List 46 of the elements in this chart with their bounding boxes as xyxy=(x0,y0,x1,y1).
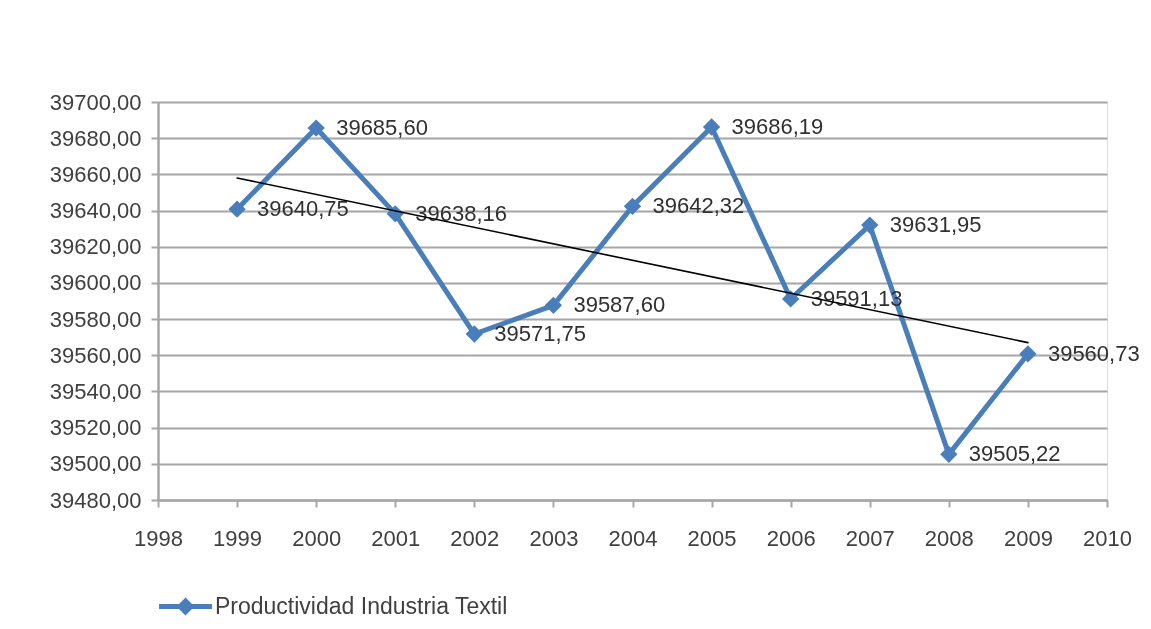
point xyxy=(465,325,483,343)
y-tick-label: 39540,00 xyxy=(49,378,142,404)
data-label: 39685,60 xyxy=(336,115,428,141)
data-label: 39631,95 xyxy=(889,212,982,238)
data-label: 39640,75 xyxy=(257,196,349,222)
x-tick-label: 2010 xyxy=(1083,525,1132,551)
data-label: 39638,16 xyxy=(415,200,508,226)
x-tick-label: 2003 xyxy=(529,525,579,551)
x-tick-label: 2001 xyxy=(371,525,421,551)
y-tick-label: 39580,00 xyxy=(49,306,142,332)
x-tick-label: 1999 xyxy=(213,525,263,551)
point xyxy=(861,216,879,234)
y-tick-label: 39500,00 xyxy=(49,451,142,477)
data-label: 39571,75 xyxy=(494,321,587,347)
y-tick-label: 39700,00 xyxy=(49,89,142,115)
y-tick-label: 39560,00 xyxy=(49,342,142,368)
y-tick-label: 39480,00 xyxy=(49,487,142,513)
y-tick-label: 39640,00 xyxy=(49,198,142,224)
point xyxy=(307,119,325,137)
point xyxy=(782,290,800,308)
x-tick-label: 2009 xyxy=(1003,525,1053,551)
data-label: 39505,22 xyxy=(968,441,1061,467)
data-label: 39587,60 xyxy=(573,292,666,318)
data-label: 39686,19 xyxy=(731,113,824,139)
y-tick-label: 39660,00 xyxy=(49,161,142,187)
y-tick-label: 39520,00 xyxy=(49,415,142,441)
point xyxy=(623,197,642,216)
point xyxy=(544,296,563,314)
x-tick-label: 2007 xyxy=(845,525,895,551)
x-tick-label: 1998 xyxy=(134,525,183,551)
data-label: 39560,73 xyxy=(1047,340,1140,366)
x-tick-label: 2000 xyxy=(292,525,342,551)
point xyxy=(940,445,958,464)
point xyxy=(1019,345,1037,363)
legend-label: Productividad Industria Textil xyxy=(215,592,508,619)
x-tick-label: 2006 xyxy=(766,525,816,551)
data-label: 39642,32 xyxy=(652,193,745,219)
point xyxy=(702,118,721,136)
y-tick-label: 39620,00 xyxy=(49,234,142,260)
y-tick-label: 39680,00 xyxy=(49,125,142,151)
y-tick-label: 39600,00 xyxy=(49,270,142,296)
x-tick-label: 2008 xyxy=(924,525,974,551)
point xyxy=(228,200,246,218)
x-tick-label: 2004 xyxy=(608,525,658,551)
x-tick-label: 2005 xyxy=(687,525,737,551)
x-tick-label: 2002 xyxy=(450,525,500,551)
